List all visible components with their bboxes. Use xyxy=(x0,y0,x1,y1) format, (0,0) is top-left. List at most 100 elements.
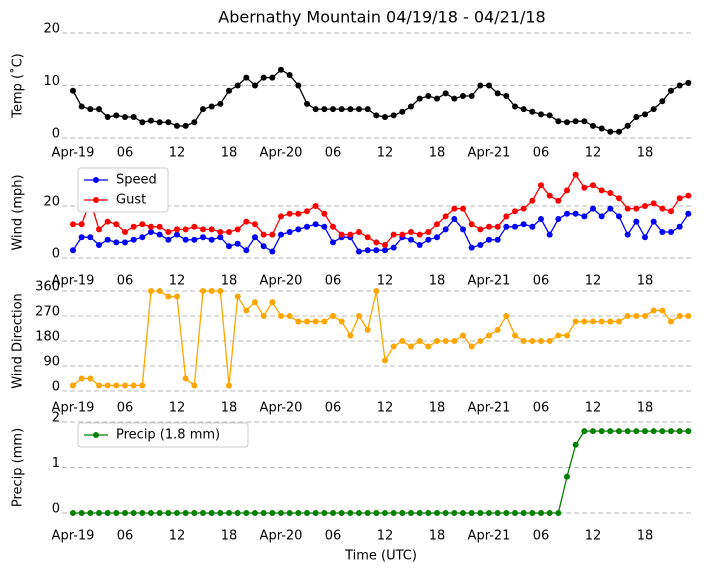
marker xyxy=(676,428,683,435)
marker xyxy=(156,119,163,126)
marker xyxy=(434,338,440,344)
marker xyxy=(616,195,622,202)
marker xyxy=(200,510,206,516)
marker xyxy=(278,313,284,319)
marker xyxy=(373,112,380,119)
marker xyxy=(659,307,666,314)
marker xyxy=(373,239,380,246)
marker xyxy=(347,231,354,238)
marker xyxy=(234,510,241,516)
x-tick-label: 06 xyxy=(533,274,550,289)
marker xyxy=(468,221,475,228)
marker xyxy=(174,226,180,233)
marker xyxy=(564,210,570,217)
marker xyxy=(633,114,640,120)
marker xyxy=(269,510,276,516)
marker xyxy=(468,510,475,516)
marker xyxy=(269,231,276,238)
marker xyxy=(338,231,345,238)
marker xyxy=(70,247,76,254)
marker xyxy=(226,510,232,516)
marker xyxy=(260,510,267,516)
marker xyxy=(312,318,319,325)
x-tick-label: 18 xyxy=(429,146,446,161)
marker xyxy=(494,326,501,333)
x-tick-label: 06 xyxy=(117,401,134,416)
marker xyxy=(78,234,85,241)
marker xyxy=(217,510,224,516)
x-axis-label: Time (UTC) xyxy=(344,549,417,564)
marker xyxy=(434,234,440,241)
x-tick-label: 18 xyxy=(637,529,654,544)
marker xyxy=(590,205,596,212)
marker xyxy=(616,213,622,220)
marker xyxy=(252,221,258,228)
marker xyxy=(96,510,102,516)
marker xyxy=(278,231,284,238)
legend-label: Speed xyxy=(116,173,157,188)
marker xyxy=(191,236,198,243)
y-tick-label: 20 xyxy=(43,22,60,37)
marker xyxy=(148,223,154,230)
x-tick-label: 06 xyxy=(325,529,342,544)
marker xyxy=(130,382,137,389)
marker xyxy=(321,106,328,113)
marker xyxy=(373,510,380,516)
marker xyxy=(555,118,562,125)
line xyxy=(72,68,689,133)
marker xyxy=(564,119,570,126)
marker xyxy=(555,197,562,204)
marker xyxy=(546,510,553,516)
x-tick-label: 18 xyxy=(429,274,446,289)
marker xyxy=(434,221,440,228)
marker xyxy=(390,231,397,238)
marker xyxy=(494,510,501,516)
marker xyxy=(356,106,362,113)
marker xyxy=(226,382,232,389)
marker xyxy=(139,119,146,126)
marker xyxy=(278,213,284,220)
marker xyxy=(252,234,258,241)
marker xyxy=(460,510,466,516)
marker xyxy=(104,218,111,225)
marker xyxy=(148,229,154,235)
marker xyxy=(269,248,276,255)
marker xyxy=(382,357,388,364)
marker xyxy=(486,82,492,89)
marker xyxy=(278,66,284,73)
marker xyxy=(347,106,354,113)
marker xyxy=(486,332,492,339)
marker xyxy=(546,338,553,344)
marker xyxy=(96,382,102,389)
marker xyxy=(642,313,648,319)
x-tick-label: 12 xyxy=(585,274,602,289)
marker xyxy=(633,428,640,435)
marker xyxy=(460,205,466,212)
x-tick-label: 18 xyxy=(429,401,446,416)
marker xyxy=(156,288,163,294)
marker xyxy=(408,343,414,350)
marker xyxy=(442,510,449,516)
marker xyxy=(416,242,423,248)
marker xyxy=(191,510,198,516)
marker xyxy=(590,428,596,435)
marker xyxy=(581,318,588,325)
marker xyxy=(520,106,527,113)
marker xyxy=(607,428,614,435)
marker xyxy=(234,293,241,300)
marker xyxy=(503,223,510,230)
x-tick-label: 18 xyxy=(221,146,238,161)
x-tick-label: 18 xyxy=(221,401,238,416)
marker xyxy=(165,510,172,516)
y-tick-label: 180 xyxy=(35,330,60,345)
marker xyxy=(364,247,371,254)
marker xyxy=(226,87,232,94)
marker xyxy=(564,187,570,194)
marker xyxy=(451,510,458,516)
marker xyxy=(243,307,250,314)
marker xyxy=(607,205,614,212)
x-tick-label: 12 xyxy=(377,146,394,161)
x-tick-label: 18 xyxy=(637,401,654,416)
marker xyxy=(520,221,527,228)
x-tick-label: Apr-21 xyxy=(468,401,511,416)
